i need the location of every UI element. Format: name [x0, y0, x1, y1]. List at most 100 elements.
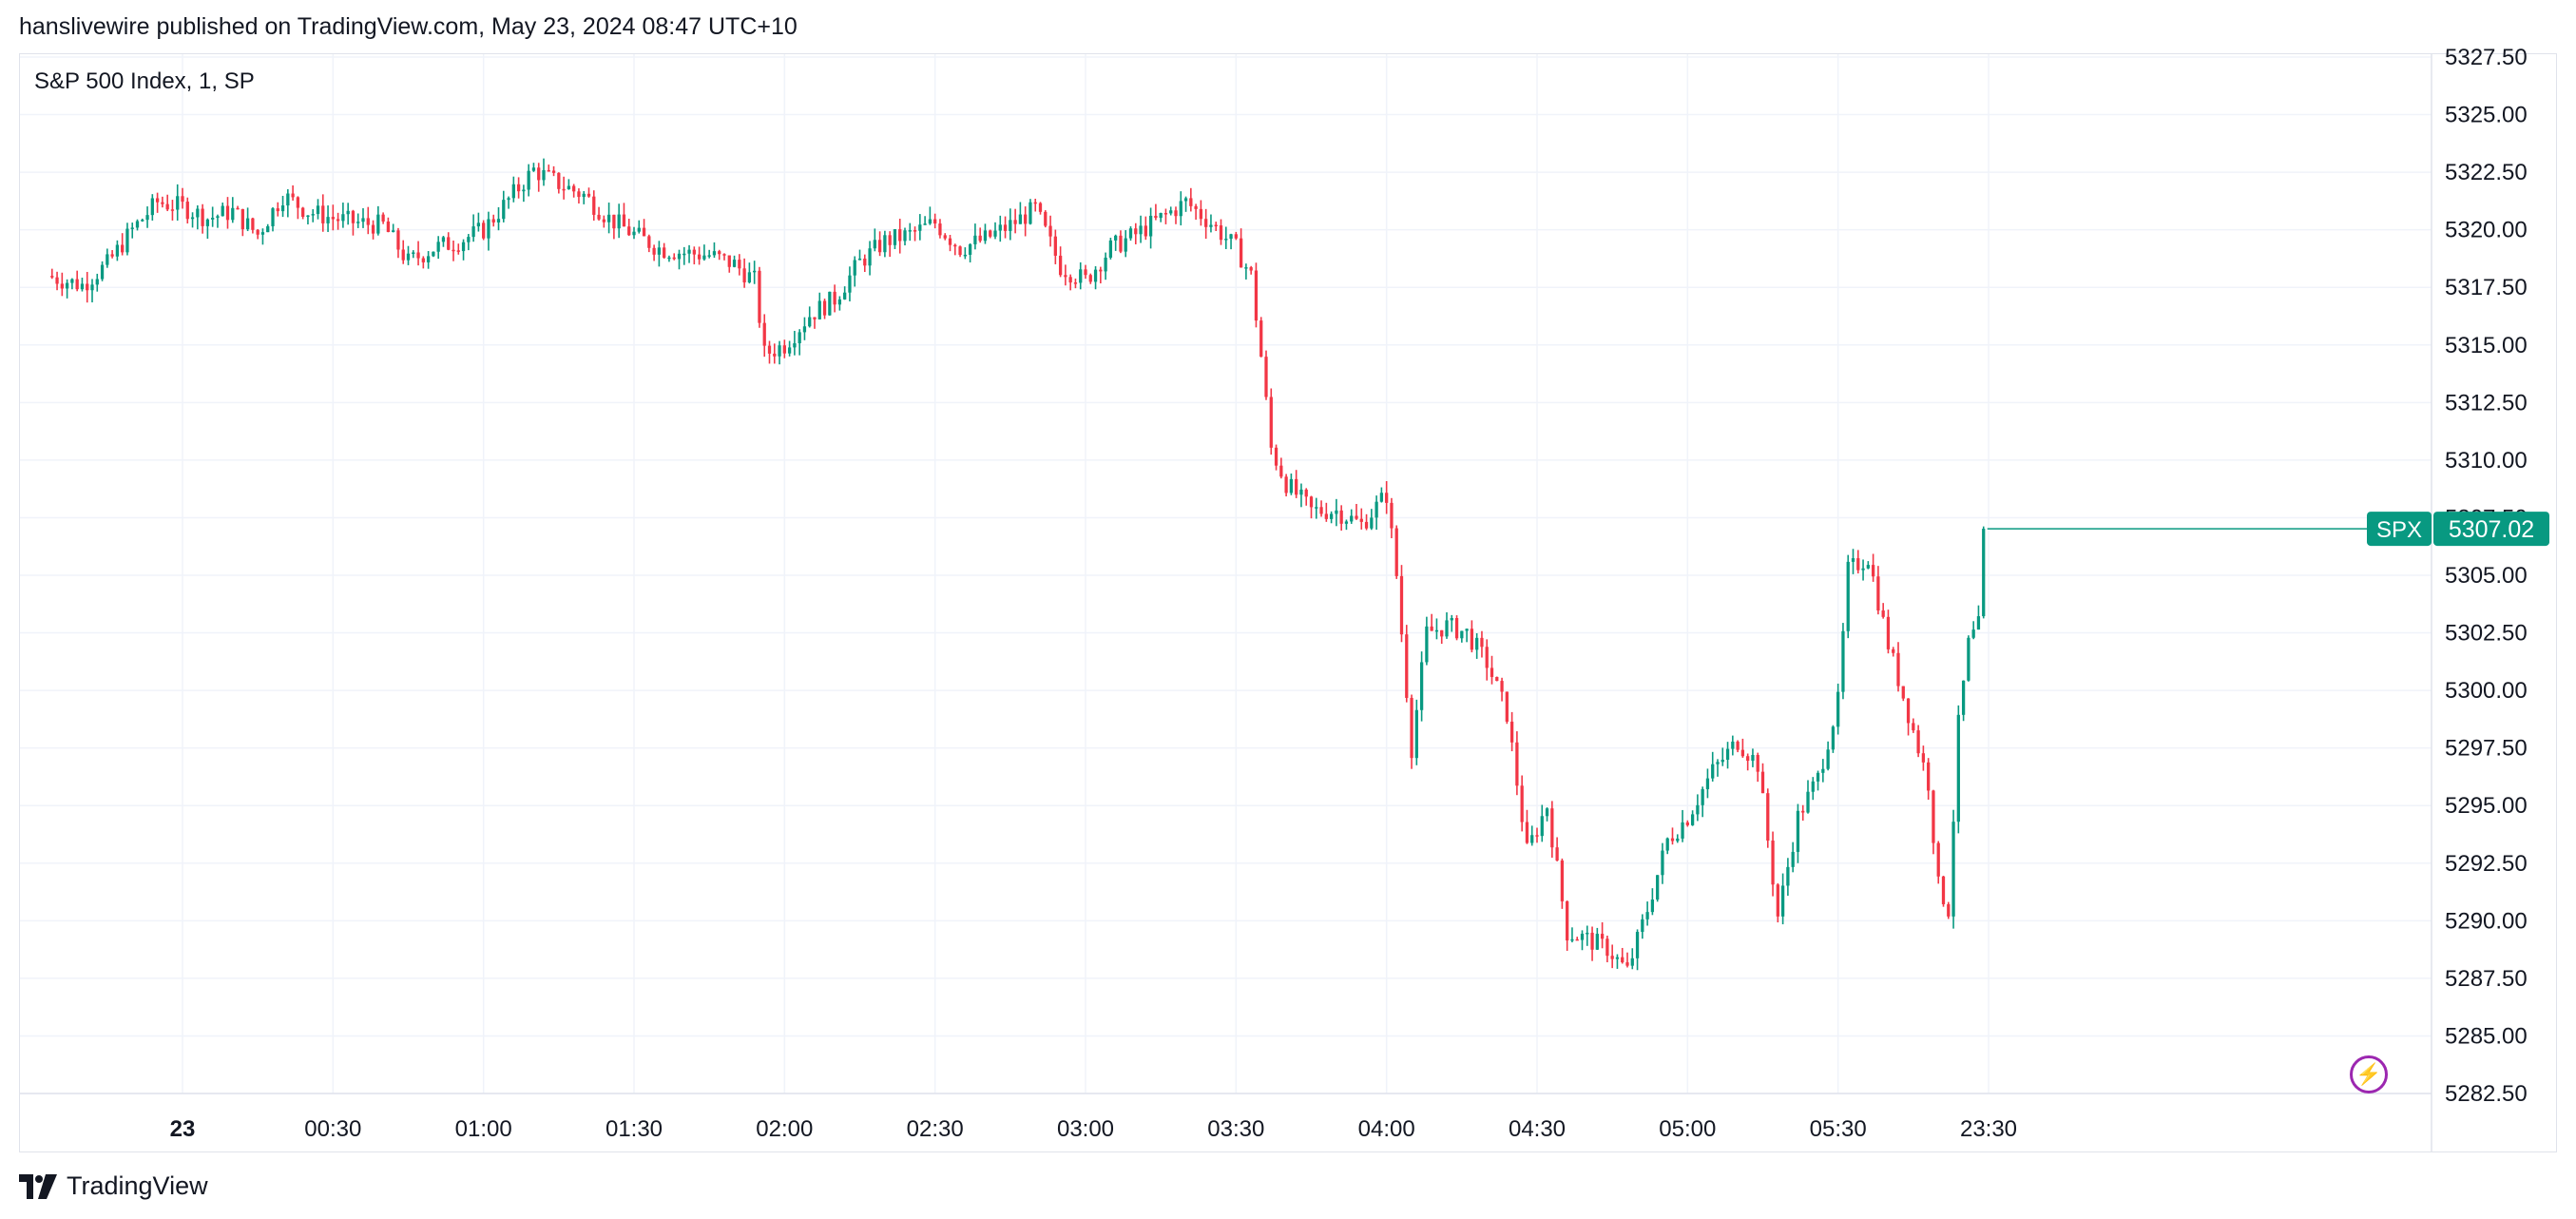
symbol-title[interactable]: S&P 500 Index, 1, SP	[34, 68, 255, 94]
flash-icon[interactable]: ⚡	[2350, 1055, 2388, 1093]
y-tick-label: 5317.50	[2445, 275, 2528, 300]
candle-body	[1139, 225, 1143, 235]
candle-body	[306, 215, 310, 218]
candle-body	[356, 222, 360, 223]
candle-body	[376, 214, 380, 234]
candle-body	[225, 205, 230, 221]
y-tick-label: 5295.00	[2445, 793, 2528, 819]
candle-body	[1927, 762, 1931, 791]
candle-body	[1234, 234, 1238, 239]
candle-body	[1816, 772, 1820, 782]
candle-body	[627, 226, 631, 236]
x-tick-label: 05:00	[1659, 1116, 1716, 1142]
candle-body	[441, 237, 446, 242]
candle-body	[677, 253, 682, 260]
candle-body	[1831, 726, 1836, 750]
candle-body	[456, 250, 460, 252]
candle-body	[663, 247, 666, 258]
candle-body	[1134, 228, 1138, 235]
candle-body	[1595, 934, 1599, 950]
price-axis[interactable]: 5282.50 5285.00 5287.50 5290.00 5292.50 5295.…	[2445, 45, 2528, 1107]
candle-body	[642, 227, 646, 237]
y-tick-label: 5297.50	[2445, 736, 2528, 762]
candle-body	[1044, 211, 1048, 226]
candle-body	[1771, 841, 1775, 885]
candle-body	[602, 219, 606, 223]
candle-body	[732, 260, 737, 267]
candle-body	[617, 214, 621, 229]
candle-body	[1836, 691, 1840, 727]
candle-body	[1630, 958, 1634, 966]
candle-body	[161, 202, 164, 204]
candle-body	[562, 188, 566, 191]
candle-body	[1204, 219, 1208, 227]
candle-body	[341, 214, 345, 222]
candle-body	[1450, 618, 1453, 621]
grid-lines	[19, 53, 2432, 1152]
candle-body	[216, 216, 220, 219]
candle-body	[432, 251, 435, 257]
candle-body	[316, 205, 320, 215]
candle-body	[1454, 618, 1459, 639]
candle-body	[221, 205, 224, 217]
candle-body	[1566, 900, 1569, 941]
candle-body	[802, 326, 807, 333]
y-tick-label: 5302.50	[2445, 621, 2528, 647]
candle-body	[888, 235, 892, 245]
candle-body	[637, 227, 641, 232]
candle-body	[1705, 778, 1710, 789]
candle-body	[1716, 762, 1720, 764]
candlestick-series	[50, 158, 1986, 971]
candle-body	[231, 207, 235, 221]
time-axis[interactable]: 23 00:30 01:00 01:30 02:00 02:30 03:00 03:30 04:…	[170, 1116, 2017, 1142]
candle-body	[396, 230, 400, 250]
candle-body	[1806, 791, 1810, 813]
y-tick-label: 5320.00	[2445, 218, 2528, 243]
candle-body	[1540, 816, 1544, 837]
x-tick-label: 04:00	[1358, 1116, 1415, 1142]
candle-body	[416, 252, 420, 259]
candle-body	[190, 217, 195, 220]
candle-body	[577, 191, 581, 198]
candle-body	[767, 345, 772, 354]
x-tick-label: 04:30	[1509, 1116, 1566, 1142]
candle-body	[1119, 235, 1123, 252]
x-tick-label: 23:30	[1960, 1116, 2017, 1142]
candle-body	[280, 205, 285, 212]
candle-body	[1725, 748, 1730, 760]
candle-body	[1947, 903, 1951, 917]
candle-body	[993, 230, 997, 237]
candle-body	[848, 275, 852, 293]
candle-body	[1495, 676, 1499, 682]
candle-body	[938, 223, 942, 236]
candle-body	[436, 242, 440, 252]
candle-body	[1525, 822, 1529, 843]
candle-body	[1846, 561, 1850, 631]
candle-body	[1736, 741, 1740, 750]
candle-body	[572, 185, 576, 192]
candle-body	[1053, 236, 1057, 256]
candle-body	[1690, 814, 1695, 825]
candle-body	[948, 238, 952, 245]
candle-body	[1971, 629, 1975, 638]
candle-body	[1414, 709, 1418, 759]
price-label-value: 5307.02	[2449, 516, 2534, 543]
footer-brand[interactable]: TradingView	[19, 1171, 208, 1201]
candle-body	[55, 277, 59, 284]
candle-body	[286, 193, 290, 206]
candle-body	[1028, 202, 1032, 224]
candle-body	[1084, 269, 1087, 276]
candle-body	[110, 254, 114, 257]
candle-body	[1114, 235, 1118, 241]
candle-body	[1760, 771, 1765, 794]
candle-body	[758, 270, 761, 323]
candle-body	[1385, 493, 1389, 503]
candle-body	[1144, 225, 1147, 237]
candle-body	[511, 184, 515, 199]
candle-body	[401, 249, 405, 261]
candle-body	[86, 283, 89, 291]
candle-body	[1696, 804, 1700, 815]
chart-frame[interactable]	[19, 53, 2557, 1152]
y-tick-label: 5285.00	[2445, 1023, 2528, 1049]
